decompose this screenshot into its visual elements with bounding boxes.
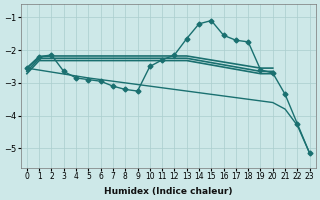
X-axis label: Humidex (Indice chaleur): Humidex (Indice chaleur)	[104, 187, 233, 196]
